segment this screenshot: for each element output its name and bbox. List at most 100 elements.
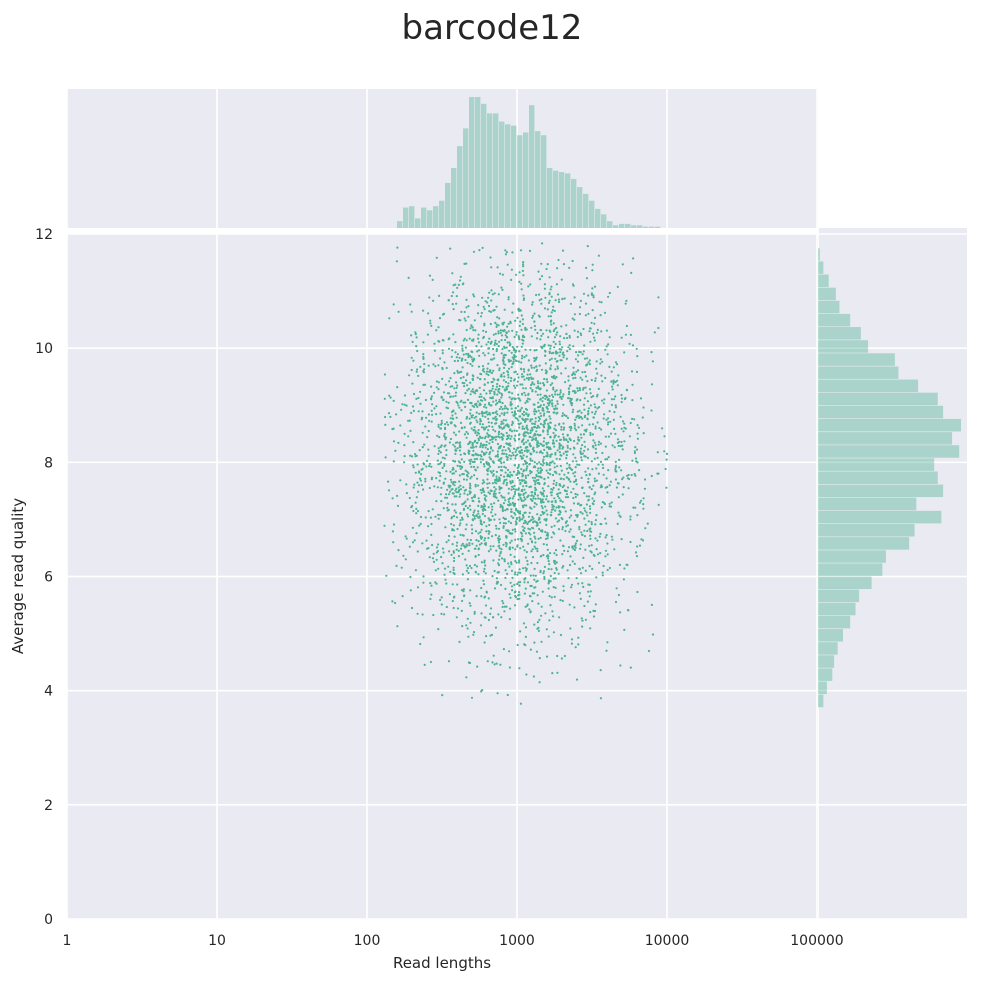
scatter-point (537, 444, 540, 447)
scatter-point (519, 496, 522, 499)
scatter-point (522, 274, 525, 277)
scatter-point (448, 380, 451, 383)
scatter-point (517, 581, 520, 584)
scatter-point (533, 366, 536, 369)
scatter-point (536, 331, 539, 335)
scatter-point (509, 320, 512, 323)
scatter-point (424, 425, 427, 428)
scatter-point (522, 263, 525, 266)
scatter-point (465, 624, 468, 627)
scatter-point (392, 399, 395, 402)
scatter-point (485, 530, 488, 533)
right-histogram-bar (818, 484, 944, 498)
scatter-point (502, 516, 505, 520)
scatter-point (496, 692, 499, 695)
scatter-point (588, 486, 591, 489)
scatter-point (506, 475, 509, 478)
scatter-point (484, 427, 487, 430)
scatter-point (524, 626, 528, 629)
scatter-point (485, 635, 488, 638)
scatter-point (571, 317, 574, 320)
scatter-point (484, 572, 487, 575)
scatter-point (474, 547, 477, 550)
scatter-point (469, 460, 472, 463)
scatter-point (456, 286, 459, 289)
scatter-point (507, 358, 510, 361)
scatter-point (448, 550, 451, 553)
scatter-point (515, 333, 518, 336)
scatter-point (500, 373, 503, 376)
scatter-point (498, 391, 501, 394)
scatter-point (522, 522, 526, 525)
scatter-point (507, 500, 510, 503)
scatter-point (594, 537, 597, 540)
scatter-point (471, 364, 474, 367)
scatter-point (477, 454, 480, 457)
scatter-point (634, 551, 638, 554)
scatter-point (542, 489, 546, 492)
scatter-point (415, 397, 418, 400)
scatter-point (508, 434, 511, 437)
scatter-point (526, 604, 529, 607)
scatter-point (411, 382, 414, 385)
scatter-point (449, 377, 452, 380)
scatter-point (529, 528, 532, 531)
scatter-point (526, 418, 529, 421)
scatter-point (508, 349, 511, 352)
scatter-point (494, 492, 497, 495)
scatter-point (536, 368, 539, 371)
scatter-point (537, 602, 540, 605)
scatter-point (539, 412, 542, 415)
scatter-point (422, 357, 425, 360)
scatter-point (453, 484, 456, 487)
scatter-point (559, 499, 562, 502)
scatter-point (437, 452, 440, 455)
scatter-point (490, 299, 493, 302)
scatter-point (562, 452, 565, 455)
scatter-point (493, 436, 496, 439)
scatter-point (396, 386, 399, 389)
scatter-point (547, 336, 550, 339)
scatter-point (547, 404, 551, 407)
scatter-point (543, 437, 546, 440)
x-tick-label: 10000 (645, 933, 690, 949)
scatter-point (622, 578, 626, 581)
scatter-point (555, 561, 558, 564)
scatter-point (524, 491, 527, 494)
scatter-point (493, 357, 496, 360)
scatter-point (540, 262, 543, 265)
scatter-point (481, 414, 484, 418)
scatter-point (591, 263, 594, 266)
scatter-point (525, 441, 528, 444)
scatter-point (537, 467, 540, 470)
scatter-point (561, 599, 564, 603)
scatter-point (536, 469, 539, 472)
scatter-point (494, 513, 497, 516)
scatter-point (482, 443, 485, 446)
scatter-point (438, 317, 442, 320)
scatter-point (588, 595, 591, 598)
scatter-point (643, 478, 647, 481)
scatter-point (409, 454, 412, 457)
scatter-point (422, 341, 425, 344)
scatter-point (467, 387, 470, 390)
scatter-point (545, 329, 548, 332)
scatter-point (384, 415, 387, 419)
scatter-point (497, 558, 501, 561)
scatter-point (461, 283, 464, 286)
scatter-point (529, 348, 532, 351)
scatter-point (538, 461, 541, 464)
scatter-point (497, 499, 500, 502)
scatter-point (446, 506, 449, 509)
scatter-point (530, 377, 533, 381)
scatter-point (661, 427, 664, 430)
scatter-point (483, 514, 487, 518)
scatter-point (557, 488, 560, 491)
scatter-point (440, 422, 443, 425)
scatter-point (508, 360, 511, 363)
top-histogram-bar (397, 221, 403, 228)
scatter-point (573, 373, 577, 376)
scatter-point (587, 520, 590, 523)
scatter-point (614, 361, 618, 364)
scatter-point (529, 373, 532, 376)
